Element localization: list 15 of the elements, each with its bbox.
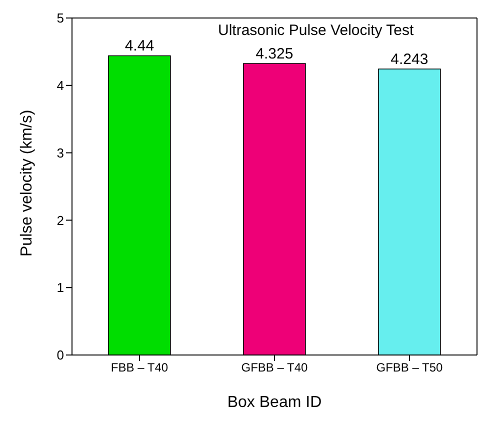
y-tick-label: 5 [56,10,64,26]
chart-title: Ultrasonic Pulse Velocity Test [218,22,414,39]
y-tick-label: 2 [56,212,64,228]
y-axis-title: Pulse velocity (km/s) [18,110,36,256]
y-tick-label: 4 [56,78,64,94]
y-tick-label: 1 [56,280,64,296]
data-label: 4.325 [256,45,294,62]
y-tick-label: 0 [56,348,64,363]
x-tick-label: FBB – T40 [110,360,168,375]
x-tick-label: GFBB – T40 [241,360,308,375]
data-label: 4.243 [390,51,428,68]
x-axis-title: Box Beam ID [227,394,322,411]
x-tick-label: GFBB – T50 [376,360,444,375]
data-label: 4.44 [124,38,154,55]
y-tick-label: 3 [56,145,64,160]
